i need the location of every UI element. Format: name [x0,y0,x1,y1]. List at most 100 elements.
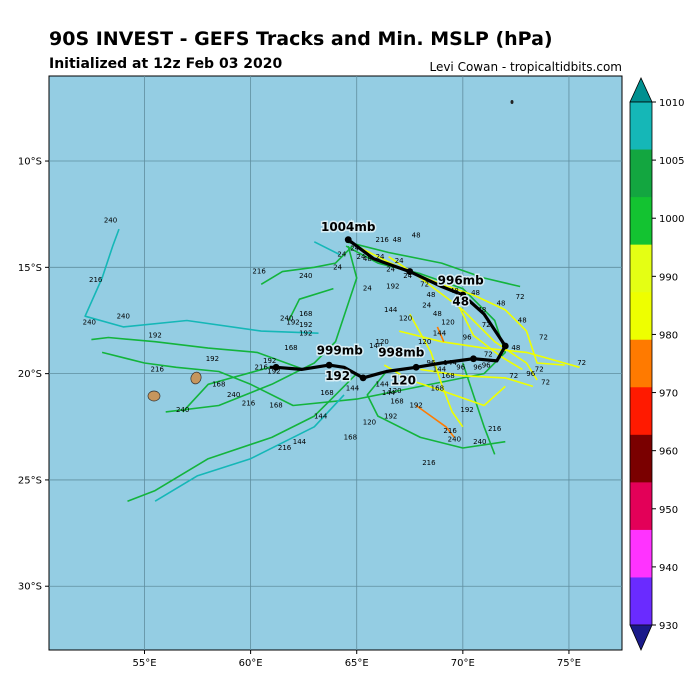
forecast-hour-label: 240 [117,312,130,320]
lat-tick-label: 15°S [18,263,42,274]
forecast-hour-label: 192 [409,402,422,410]
forecast-hour-label: 96 [473,363,482,371]
colorbar-tick-label: 1000 [659,214,684,225]
chart-title: 90S INVEST - GEFS Tracks and Min. MSLP (… [49,28,553,50]
lat-tick-label: 30°S [18,582,42,593]
ensemble-tracks [84,228,580,502]
ensemble-track [366,370,506,449]
ensemble-track [182,366,270,413]
mean-track-point [359,374,367,382]
forecast-hour-label: 96 [482,361,491,369]
colorbar-tick-label: 930 [659,621,678,632]
forecast-hour-label: 192 [299,329,312,337]
forecast-hour-label: 216 [376,236,390,244]
forecast-hour-label: 96 [526,370,535,378]
forecast-hour-label: 120 [363,419,376,427]
ensemble-track [84,228,319,334]
forecast-hour-label: 120 [441,319,454,327]
colorbar-segment [630,529,652,578]
forecast-hour-label: 168 [431,385,444,393]
forecast-hour-label: 240 [83,319,96,327]
forecast-hour-label: 240 [280,314,293,322]
forecast-hour-label: 168 [299,310,312,318]
forecast-hour-label: 240 [176,406,189,414]
colorbar-tick-label: 1010 [659,98,684,109]
ensemble-track [420,368,534,388]
lon-tick-label: 65°E [345,658,369,669]
ensemble-track [91,336,304,371]
forecast-hour-label: 144 [384,306,398,314]
forecast-hour-label: 24 [357,253,366,261]
forecast-hour-label: 144 [314,412,328,420]
ensemble-track [462,362,496,455]
forecast-hour-label: 216 [242,400,256,408]
island-mauritius [190,371,202,385]
forecast-hour-label: 24 [422,302,431,310]
forecast-hour-label: 216 [89,276,103,284]
forecast-hour-label: 48 [477,306,486,314]
axis-labels: 10°S 15°S 20°S 25°S 30°S 55°E 60°E 65°E 70°E 75°E [18,157,581,669]
colorbar-segment [630,102,652,151]
forecast-hour-label: 96 [456,363,465,371]
forecast-hour-label: 120 [399,314,412,322]
pressure-colorbar: 1010 1005 1000 990 980 970 960 950 940 930 [629,77,684,651]
colorbar-segment [630,339,652,388]
colorbar-segment [630,482,652,531]
forecast-hour-label: 48 [433,310,442,318]
ensemble-track [165,245,358,413]
ensemble-track [345,241,521,288]
credit: Levi Cowan - tropicaltidbits.com [429,60,622,74]
ensemble-track [383,364,506,407]
forecast-hour-label: 192 [263,357,276,365]
colorbar-top-extension [629,77,653,103]
forecast-hour-label: 24 [386,266,395,274]
mean-pressure-label: 1004mb [321,220,376,234]
mean-pressure-label: 192 [325,369,350,383]
forecast-hour-label: 48 [412,232,421,240]
colorbar-tick-label: 990 [659,272,678,283]
forecast-hour-label: 72 [482,321,491,329]
colorbar-tick-label: 980 [659,330,678,341]
colorbar-segment [630,577,652,626]
forecast-hour-label: 192 [148,331,161,339]
colorbar-segment [630,244,652,293]
colorbar-tick-label: 960 [659,447,678,458]
forecast-hour-label: 48 [363,255,372,263]
lon-tick-label: 70°E [451,658,475,669]
forecast-hour-label: 24 [403,272,412,280]
mean-track-point [344,236,352,244]
forecast-hour-label: 120 [418,338,431,346]
forecast-hour-label: 168 [390,397,403,405]
mean-pressure-label: 996mb [438,273,485,287]
forecast-hour-label: 168 [284,344,297,352]
forecast-hour-label: 48 [393,236,402,244]
ocean-area [48,75,623,651]
ensemble-track [101,245,507,407]
colorbar-segment [630,292,652,341]
forecast-hour-label: 216 [443,427,457,435]
forecast-hour-label: 140 [369,342,382,350]
mean-track-point [406,268,414,275]
forecast-hour-label: 72 [541,378,550,386]
forecast-hour-label: 24 [337,251,346,259]
lon-tick-label: 60°E [239,658,263,669]
forecast-hour-label: 72 [484,351,493,359]
forecast-hour-label: 48 [497,300,506,308]
forecast-hour-label: 72 [420,280,429,288]
forecast-hour-label: 72 [535,366,544,374]
forecast-hour-label: 192 [267,368,280,376]
lon-tick-label: 55°E [132,658,156,669]
mean-track-point [325,361,333,369]
mean-track-line [269,238,507,380]
forecast-hour-label: 216 [252,268,266,276]
ensemble-track [457,305,523,371]
forecast-hour-label: 48 [518,317,527,325]
forecast-hour-label: 48 [427,291,436,299]
forecast-hour-label: 192 [460,406,473,414]
colorbar-segment [630,387,652,436]
forecast-hour-label: 168 [344,434,357,442]
ensemble-track [288,287,334,321]
forecast-hour-label: 168 [212,380,225,388]
ensemble-track [409,313,464,428]
